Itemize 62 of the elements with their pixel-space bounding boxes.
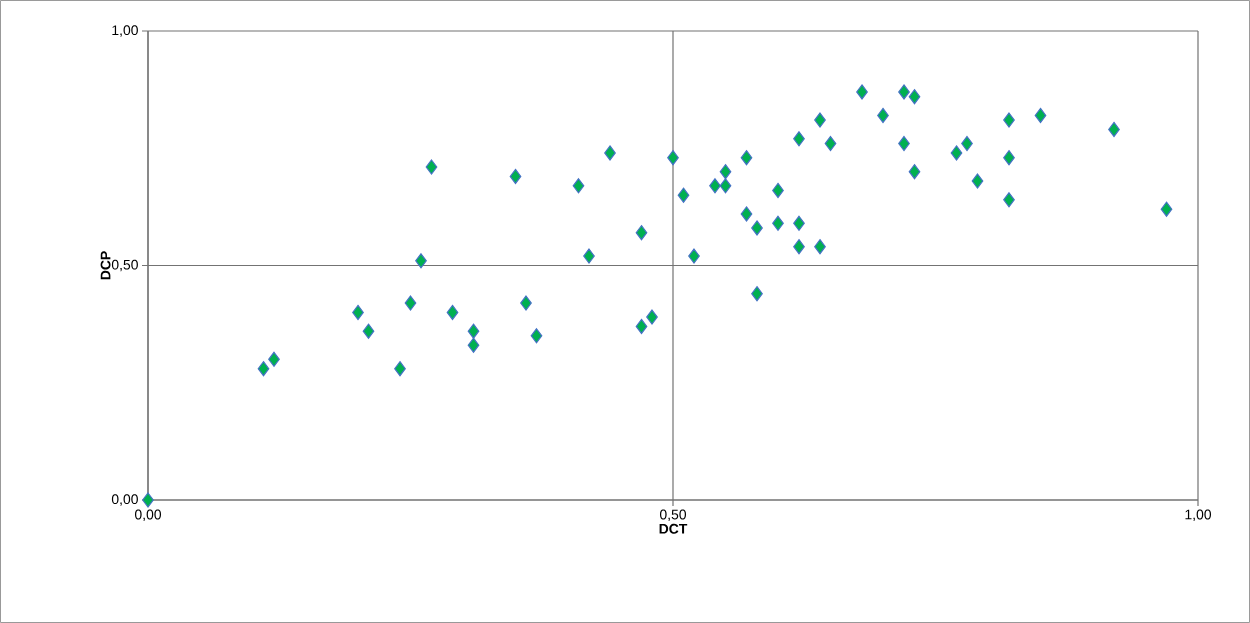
x-tick-label: 0,50: [659, 509, 687, 522]
point: [751, 220, 763, 236]
point: [1160, 201, 1173, 217]
point: [877, 107, 889, 124]
point: [908, 89, 921, 105]
point: [394, 361, 406, 377]
point: [961, 135, 973, 152]
point: [740, 150, 753, 166]
y-tick-label: 0,50: [111, 259, 138, 272]
point: [1003, 112, 1015, 128]
y-tick-label: 1,00: [112, 25, 138, 37]
point: [856, 84, 868, 100]
y-tick-label: 0,00: [111, 494, 138, 506]
point: [425, 159, 438, 175]
point: [1108, 121, 1120, 138]
point: [352, 304, 364, 320]
point: [572, 178, 585, 194]
point: [362, 323, 375, 339]
point: [467, 323, 480, 339]
point: [415, 253, 427, 269]
point: [814, 239, 826, 255]
point: [772, 182, 784, 199]
point: [772, 215, 784, 231]
point: [677, 187, 690, 203]
point: [646, 309, 658, 325]
point: [751, 286, 763, 302]
point: [583, 248, 595, 264]
x-tick-label: 1,00: [1185, 509, 1212, 522]
y-axis-title: DCP: [100, 251, 111, 280]
point: [709, 178, 721, 194]
point: [898, 84, 910, 100]
point: [635, 225, 648, 241]
point: [950, 145, 963, 161]
point: [257, 361, 270, 377]
point: [268, 351, 280, 367]
point: [1034, 107, 1047, 124]
point: [142, 492, 154, 508]
point: [520, 295, 532, 311]
point: [1003, 150, 1015, 166]
point: [667, 150, 679, 166]
point: [604, 145, 616, 161]
point: [814, 112, 826, 128]
point: [740, 206, 753, 222]
point: [719, 178, 732, 194]
point: [509, 168, 522, 184]
point: [404, 295, 417, 311]
point: [688, 248, 700, 264]
point: [824, 135, 837, 152]
point: [635, 318, 648, 335]
point: [793, 131, 805, 147]
point: [719, 164, 732, 180]
point: [971, 173, 984, 189]
x-tick-label: 0,00: [134, 509, 162, 522]
point: [530, 328, 543, 344]
point: [793, 239, 805, 255]
point: [446, 304, 459, 320]
point: [908, 164, 921, 180]
point: [467, 337, 480, 353]
point: [793, 215, 805, 231]
point: [898, 135, 910, 152]
point: [1003, 192, 1015, 208]
x-axis-title: DCT: [659, 523, 688, 534]
